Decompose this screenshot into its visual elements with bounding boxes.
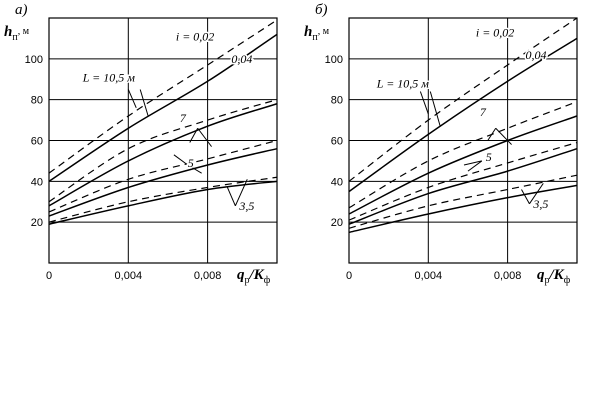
x-axis-label-k-sub: ф	[264, 275, 271, 286]
leader-line-5	[467, 160, 483, 172]
leader-line-4	[463, 160, 482, 166]
x-axis-label-q-sub: р	[245, 275, 250, 286]
series-curve-1-solid	[348, 37, 578, 193]
curve-annotation: L = 10,5 м	[376, 76, 430, 90]
y-tick-label: 80	[31, 95, 43, 107]
leader-line-0	[127, 89, 137, 109]
x-tick-label: 0,004	[115, 270, 143, 282]
series-curve-4-dashed	[48, 139, 278, 213]
x-tick-label: 0	[346, 270, 352, 282]
y-axis-label-main: h	[4, 24, 12, 40]
x-tick-label: 0,008	[494, 270, 522, 282]
x-axis-label-k: /K	[249, 267, 265, 283]
curve-annotation: 7	[480, 105, 487, 119]
x-tick-label: 0	[46, 270, 52, 282]
leader-line-6	[226, 187, 236, 207]
curve-annotation: 0,04	[525, 48, 546, 62]
curve-annotation: L = 10,5 м	[82, 70, 136, 84]
series-curve-2-dashed	[348, 101, 578, 209]
y-tick-label: 100	[325, 54, 343, 66]
y-axis-label-unit: , м	[318, 26, 330, 37]
leader-line-1	[139, 89, 149, 117]
y-axis-label-sub: п	[12, 32, 18, 43]
series-curve-4-dashed	[348, 141, 578, 221]
series-curve-5-solid	[348, 147, 578, 225]
series-curve-3-solid	[48, 103, 278, 207]
y-tick-label: 40	[31, 176, 43, 188]
chart-panel-b: i = 0,02 0,04 L = 10,5 м 7 5 3,5 0 0,004 0,008 20…	[304, 2, 578, 286]
plot-frame	[48, 17, 278, 264]
leader-line-2	[189, 128, 199, 143]
curve-annotation: 3,5	[532, 197, 548, 211]
series-curve-1-solid	[48, 33, 278, 182]
chart-panel-a: i = 0,02 0,04 L = 10,5 м 7 5 3,5 0 0,004 0,008 20…	[4, 2, 278, 286]
curve-annotation: 0,04	[231, 52, 252, 66]
series-curve-3-solid	[348, 115, 578, 215]
leader-line-7	[529, 183, 544, 205]
leader-line-3	[495, 127, 512, 145]
curve-annotation: 5	[486, 150, 492, 164]
leader-line-7	[234, 179, 248, 207]
curve-annotation: 3,5	[238, 199, 254, 213]
y-axis-label: hп, м	[304, 24, 330, 43]
curve-annotation: 5	[188, 156, 194, 170]
x-axis-label: qр/Kф	[537, 267, 571, 286]
x-axis-label-k-sub: ф	[564, 275, 571, 286]
leader-line-1	[429, 91, 441, 127]
curve-annotation: 7	[180, 111, 187, 125]
y-tick-label: 40	[331, 176, 343, 188]
curve-annotation: i = 0,02	[176, 29, 214, 43]
y-tick-label: 20	[31, 217, 43, 229]
x-axis-label-q: q	[537, 267, 545, 283]
x-axis-label-q-sub: р	[545, 275, 550, 286]
y-tick-label: 60	[31, 136, 43, 148]
y-axis-label: hп, м	[4, 24, 30, 43]
leader-line-5	[187, 164, 202, 174]
x-tick-label: 0,008	[194, 270, 222, 282]
series-curve-7-solid	[348, 184, 578, 234]
y-axis-label-unit: , м	[18, 26, 30, 37]
panel-label: б)	[315, 2, 328, 18]
x-axis-label-q: q	[237, 267, 245, 283]
leader-line-4	[173, 154, 189, 166]
panel-label: а)	[15, 2, 28, 18]
y-axis-label-main: h	[304, 24, 312, 40]
leader-line-3	[197, 127, 212, 147]
x-axis-label-k: /K	[549, 267, 565, 283]
leader-line-2	[487, 127, 497, 141]
x-tick-label: 0,004	[415, 270, 443, 282]
y-tick-label: 80	[331, 95, 343, 107]
series-curve-2-dashed	[48, 99, 278, 203]
series-curve-0-dashed	[348, 17, 578, 182]
y-tick-label: 20	[331, 217, 343, 229]
series-curve-0-dashed	[48, 19, 278, 174]
series-curve-5-solid	[48, 147, 278, 217]
x-axis-label: qр/Kф	[237, 267, 271, 286]
leader-line-6	[521, 189, 530, 205]
curve-annotation: i = 0,02	[476, 25, 514, 39]
y-axis-label-sub: п	[312, 32, 318, 43]
y-tick-label: 100	[25, 54, 43, 66]
plot-frame	[348, 17, 578, 264]
y-tick-label: 60	[331, 136, 343, 148]
leader-line-0	[419, 91, 429, 115]
